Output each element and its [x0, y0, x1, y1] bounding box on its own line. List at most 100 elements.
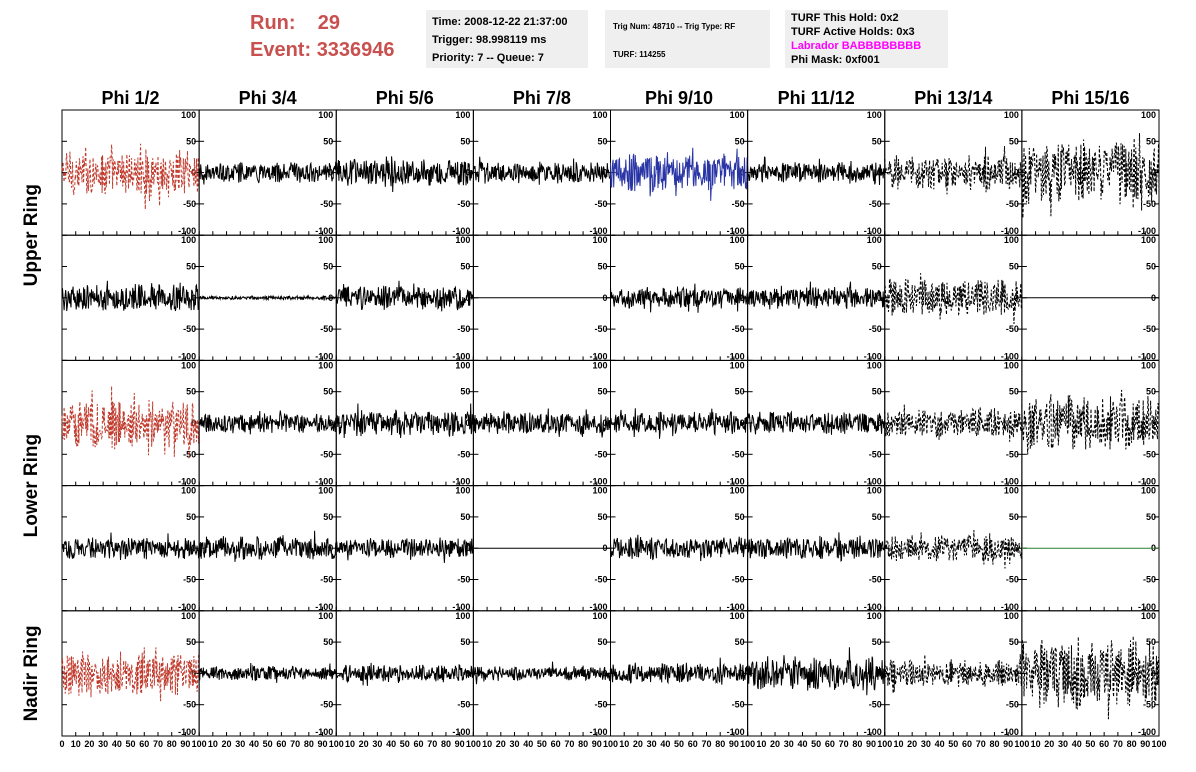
y-tick-label: 50: [460, 637, 470, 647]
x-tick-label: 30: [372, 739, 382, 749]
y-tick-label: -100: [1001, 351, 1019, 361]
y-tick-label: 100: [455, 235, 470, 245]
y-tick-label: 100: [181, 611, 196, 621]
x-tick-label: 80: [989, 739, 999, 749]
x-tick-label: 20: [359, 739, 369, 749]
y-tick-label: -100: [178, 477, 196, 487]
y-tick-label: -50: [457, 449, 470, 459]
event-label: Event:: [250, 39, 312, 61]
y-tick-label: 50: [186, 387, 196, 397]
event-line: Event: 3336946: [250, 37, 395, 64]
y-tick-label: 50: [323, 512, 333, 522]
y-tick-label: 100: [318, 360, 333, 370]
x-tick-label: 50: [674, 739, 684, 749]
y-tick-label: -50: [457, 575, 470, 585]
y-tick-label: -50: [183, 324, 196, 334]
x-tick-label: 50: [537, 739, 547, 749]
y-tick-label: -50: [869, 449, 882, 459]
y-tick-label: 100: [592, 360, 607, 370]
y-tick-label: -50: [594, 324, 607, 334]
waveform-trace: [747, 156, 886, 186]
y-tick-label: -50: [1006, 199, 1019, 209]
y-tick-label: -100: [178, 351, 196, 361]
x-tick-label: 60: [414, 739, 424, 749]
labrador-text: Labrador BABBBBBBBB: [791, 40, 922, 52]
x-tick-label: 60: [276, 739, 286, 749]
y-tick-label: 100: [318, 235, 333, 245]
y-tick-label: 100: [592, 611, 607, 621]
y-tick-label: 100: [730, 235, 745, 245]
y-tick-label: 50: [597, 387, 607, 397]
waveform-trace: [610, 283, 749, 313]
y-tick-label: 0: [602, 418, 607, 428]
x-tick-label: 70: [564, 739, 574, 749]
x-tick-label: 10: [208, 739, 218, 749]
x-tick-label: 90: [729, 739, 739, 749]
y-tick-label: 100: [867, 235, 882, 245]
x-tick-label: 40: [523, 739, 533, 749]
y-tick-label: -50: [1143, 575, 1156, 585]
y-tick-label: 50: [186, 512, 196, 522]
run-event-box: Run: 29 Event: 3336946: [250, 10, 395, 64]
x-tick-label: 70: [290, 739, 300, 749]
y-tick-label: -50: [1006, 449, 1019, 459]
x-tick-label: 50: [1085, 739, 1095, 749]
run-label: Run:: [250, 12, 296, 34]
x-tick-label: 40: [1072, 739, 1082, 749]
y-tick-label: 100: [181, 235, 196, 245]
y-tick-label: -50: [1143, 700, 1156, 710]
waveform-trace: [747, 410, 886, 435]
y-tick-label: 100: [867, 486, 882, 496]
waveform-trace: [472, 156, 611, 185]
x-tick-label: 90: [180, 739, 190, 749]
x-tick-label: 80: [304, 739, 314, 749]
y-tick-label: 50: [872, 136, 882, 146]
y-tick-label: 100: [867, 360, 882, 370]
y-tick-label: 50: [1146, 637, 1156, 647]
x-tick-label: 30: [647, 739, 657, 749]
column-title: Phi 11/12: [778, 88, 855, 108]
y-tick-label: -50: [457, 199, 470, 209]
y-tick-label: 0: [877, 293, 882, 303]
x-tick-label: 90: [1003, 739, 1013, 749]
x-tick-label: 30: [98, 739, 108, 749]
y-tick-label: 100: [730, 486, 745, 496]
y-tick-label: 100: [730, 611, 745, 621]
x-tick-label: 100: [1014, 739, 1029, 749]
y-tick-label: 50: [735, 136, 745, 146]
x-tick-label: 100: [740, 739, 755, 749]
y-tick-label: 100: [181, 486, 196, 496]
waveform-trace: [198, 161, 337, 185]
x-tick-label: 20: [907, 739, 917, 749]
trigger-info-box: Trig Num: 48710 -- Trig Type: RF TURF: 1…: [605, 10, 770, 68]
turf-info-box: TURF This Hold: 0x2 TURF Active Holds: 0…: [785, 10, 948, 68]
turf-active-holds-text: TURF Active Holds: 0x3: [791, 26, 915, 38]
y-tick-label: -100: [1001, 602, 1019, 612]
y-tick-label: 100: [592, 110, 607, 120]
y-tick-label: 0: [602, 168, 607, 178]
x-tick-label: 60: [551, 739, 561, 749]
y-tick-label: 50: [1146, 262, 1156, 272]
y-tick-label: 50: [872, 387, 882, 397]
run-value: 29: [317, 12, 341, 34]
y-tick-label: -100: [1138, 351, 1156, 361]
y-tick-label: -100: [452, 602, 470, 612]
x-tick-label: 20: [496, 739, 506, 749]
y-tick-label: -100: [727, 477, 745, 487]
x-tick-label: 10: [345, 739, 355, 749]
y-tick-label: -100: [864, 226, 882, 236]
y-tick-label: 100: [1004, 360, 1019, 370]
waveform-trace: [747, 281, 886, 310]
x-tick-label: 70: [427, 739, 437, 749]
x-tick-label: 70: [976, 739, 986, 749]
y-tick-label: 100: [318, 110, 333, 120]
y-tick-label: -50: [732, 575, 745, 585]
y-tick-label: 100: [1141, 611, 1156, 621]
y-tick-label: 50: [323, 262, 333, 272]
y-tick-label: 50: [460, 136, 470, 146]
x-tick-label: 100: [603, 739, 618, 749]
y-tick-label: 50: [323, 637, 333, 647]
x-tick-label: 30: [921, 739, 931, 749]
y-tick-label: 50: [460, 387, 470, 397]
y-tick-label: 50: [323, 136, 333, 146]
